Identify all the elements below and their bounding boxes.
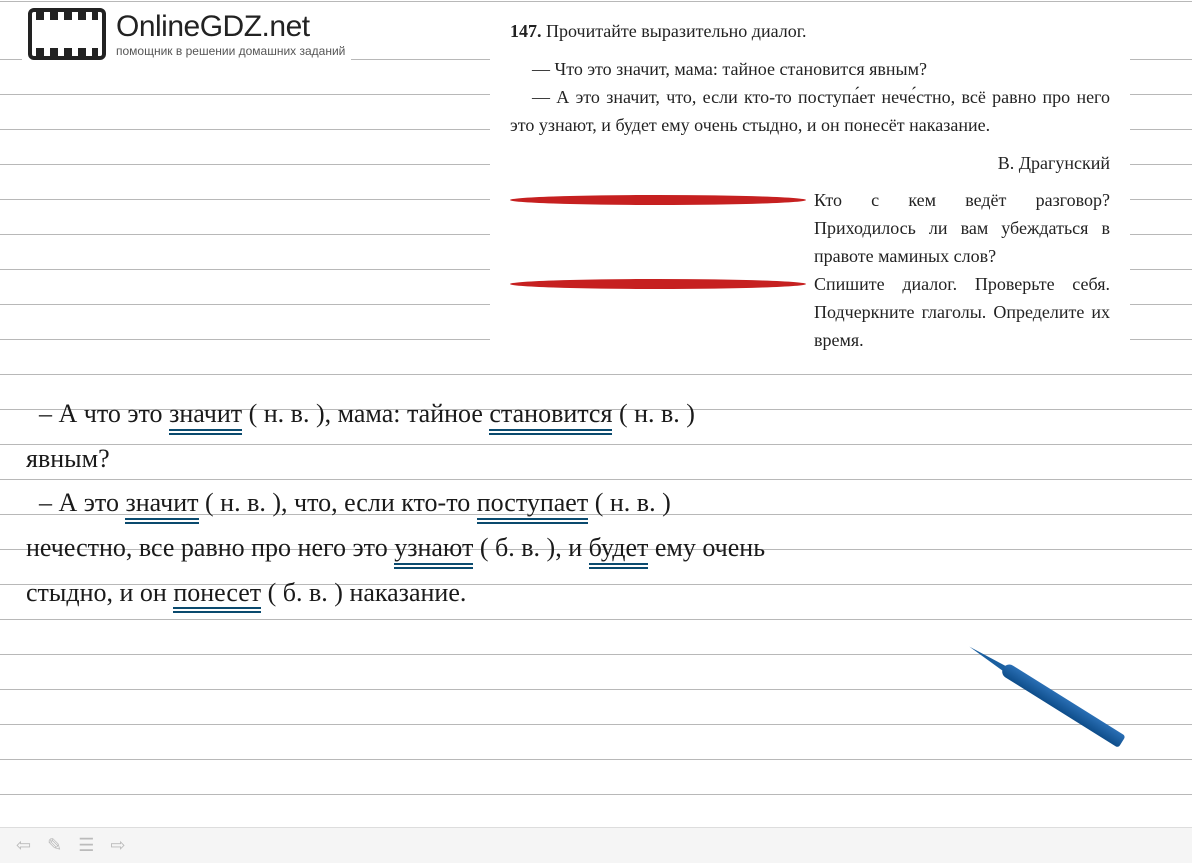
task-1-text: Кто с кем ведёт разговор? Приходилось ли… <box>814 187 1110 271</box>
hw-verb: поступает <box>477 489 588 524</box>
textbook-excerpt: 147. Прочитайте выразительно диалог. — Ч… <box>490 4 1130 371</box>
hw-text: ему очень <box>648 533 765 562</box>
bottom-toolbar: ⇦ ✎ ☰ ⇨ <box>0 827 1192 863</box>
next-button[interactable]: ⇨ <box>110 835 125 856</box>
hw-text: явным? <box>26 444 110 473</box>
hw-text: ( н. в. ) <box>588 488 671 517</box>
task-2-text: Спишите диалог. Проверьте себя. Подчеркн… <box>814 271 1110 355</box>
dialogue-block: — Что это значит, мама: тайное становитс… <box>510 56 1110 140</box>
handwritten-answer: – А что это значит ( н. в. ), мама: тайн… <box>26 392 1156 616</box>
prev-button[interactable]: ⇦ <box>16 835 31 856</box>
hw-verb: становится <box>489 400 612 435</box>
hw-verb: значит <box>169 400 242 435</box>
author-name: В. Драгунский <box>510 150 1110 178</box>
bullet-icon <box>510 195 806 205</box>
hw-text: нечестно, все равно про него это <box>26 533 394 562</box>
hw-text: ( н. в. ), мама: тайное <box>242 399 489 428</box>
menu-button[interactable]: ☰ <box>78 835 94 856</box>
exercise-number: 147. <box>510 21 542 41</box>
bullet-icon <box>510 279 806 289</box>
hw-text: ( б. в. ), и <box>473 533 588 562</box>
logo-title: OnlineGDZ.net <box>116 10 345 44</box>
task-1: Кто с кем ведёт разговор? Приходилось ли… <box>510 187 1110 271</box>
task-2: Спишите диалог. Проверьте себя. Подчеркн… <box>510 271 1110 355</box>
hw-text: ( б. в. ) наказание. <box>261 578 466 607</box>
hw-verb: значит <box>125 489 198 524</box>
hw-verb: понесет <box>173 579 261 614</box>
hw-text: ( н. в. ) <box>612 399 695 428</box>
dialogue-line-2: — А это значит, что, если кто-то поступа… <box>510 84 1110 140</box>
hw-verb: узнают <box>394 534 473 569</box>
exercise-title: Прочитайте выразительно диалог. <box>546 21 807 41</box>
hw-text: – А что это <box>39 399 169 428</box>
logo-subtitle: помощник в решении домашних заданий <box>116 44 345 58</box>
edit-button[interactable]: ✎ <box>47 835 62 856</box>
film-icon <box>28 8 106 60</box>
site-logo: OnlineGDZ.net помощник в решении домашни… <box>22 6 351 62</box>
hw-text: ( н. в. ), что, если кто-то <box>199 488 477 517</box>
hw-text: стыдно, и он <box>26 578 173 607</box>
hw-text: – А это <box>39 488 125 517</box>
hw-verb: будет <box>589 534 649 569</box>
dialogue-line-1: — Что это значит, мама: тайное становитс… <box>510 56 1110 84</box>
